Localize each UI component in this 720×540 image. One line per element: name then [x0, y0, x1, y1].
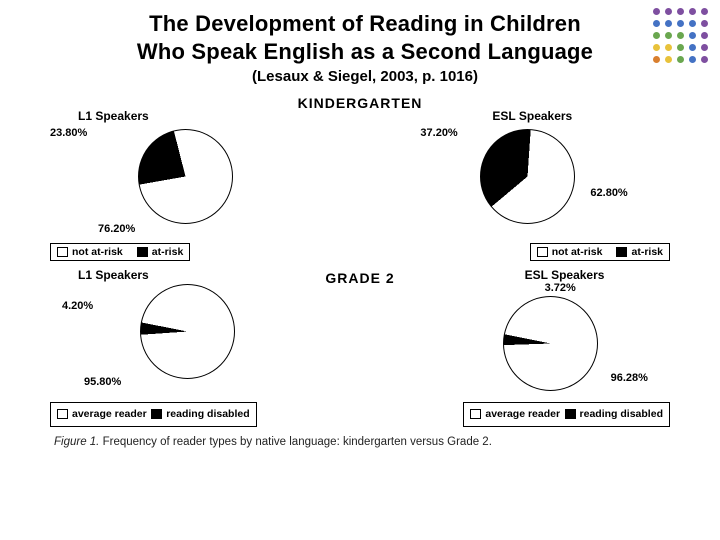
- pct-k-esl-bot: 62.80%: [590, 187, 627, 199]
- figure-caption: Figure 1. Frequency of reader types by n…: [50, 435, 670, 451]
- legend-k-l1: not at-risk at-risk: [50, 243, 190, 261]
- panel-title-k-l1: L1 Speakers: [78, 109, 348, 123]
- pie-chart-icon: [503, 296, 598, 391]
- panel-g2-l1: L1 Speakers 4.20% 95.80% average reader …: [50, 268, 305, 427]
- swatch-filled-icon: [137, 247, 148, 257]
- panel-title-g2-l1: L1 Speakers: [78, 268, 305, 282]
- legend-g2-l1: average reader reading disabled: [50, 402, 257, 427]
- row-grade2: L1 Speakers 4.20% 95.80% average reader …: [50, 268, 670, 427]
- corner-dot-decoration: [653, 8, 710, 65]
- page-subtitle: (Lesaux & Siegel, 2003, p. 1016): [40, 68, 690, 85]
- page-title-line1: The Development of Reading in Children: [40, 10, 690, 38]
- swatch-filled-icon: [565, 409, 576, 419]
- swatch-empty-icon: [57, 247, 68, 257]
- swatch-empty-icon: [470, 409, 481, 419]
- pie-chart-icon: [480, 129, 575, 224]
- swatch-filled-icon: [151, 409, 162, 419]
- legend-k-esl: not at-risk at-risk: [530, 243, 670, 261]
- pct-g2-esl-bot: 96.28%: [611, 372, 648, 384]
- section-grade2-label: GRADE 2: [325, 270, 394, 286]
- pct-k-esl-top: 37.20%: [420, 127, 457, 139]
- pct-g2-l1-top: 4.20%: [62, 300, 93, 312]
- section-grade2-label-wrap: GRADE 2: [325, 268, 394, 286]
- pie-chart-icon: [138, 129, 233, 224]
- pie-chart-icon: [140, 284, 235, 379]
- figure-area: KINDERGARTEN L1 Speakers 23.80% 76.20% n…: [0, 89, 720, 461]
- row-kindergarten: L1 Speakers 23.80% 76.20% not at-risk at…: [50, 109, 670, 262]
- pct-g2-esl-top: 3.72%: [545, 282, 576, 294]
- pct-g2-l1-bot: 95.80%: [84, 376, 121, 388]
- panel-g2-esl: ESL Speakers 3.72% 96.28% average reader…: [415, 268, 670, 427]
- title-block: The Development of Reading in Children W…: [0, 0, 720, 89]
- pct-k-l1-top: 23.80%: [50, 127, 87, 139]
- legend-g2-esl: average reader reading disabled: [463, 402, 670, 427]
- pct-k-l1-bot: 76.20%: [98, 223, 135, 235]
- swatch-empty-icon: [537, 247, 548, 257]
- swatch-empty-icon: [57, 409, 68, 419]
- panel-k-l1: L1 Speakers 23.80% 76.20% not at-risk at…: [50, 109, 348, 262]
- swatch-filled-icon: [616, 247, 627, 257]
- panel-k-esl: ESL Speakers 37.20% 62.80% not at-risk a…: [372, 109, 670, 262]
- panel-title-k-esl: ESL Speakers: [492, 109, 670, 123]
- page-title-line2: Who Speak English as a Second Language: [40, 38, 690, 66]
- panel-title-g2-esl: ESL Speakers: [525, 268, 670, 282]
